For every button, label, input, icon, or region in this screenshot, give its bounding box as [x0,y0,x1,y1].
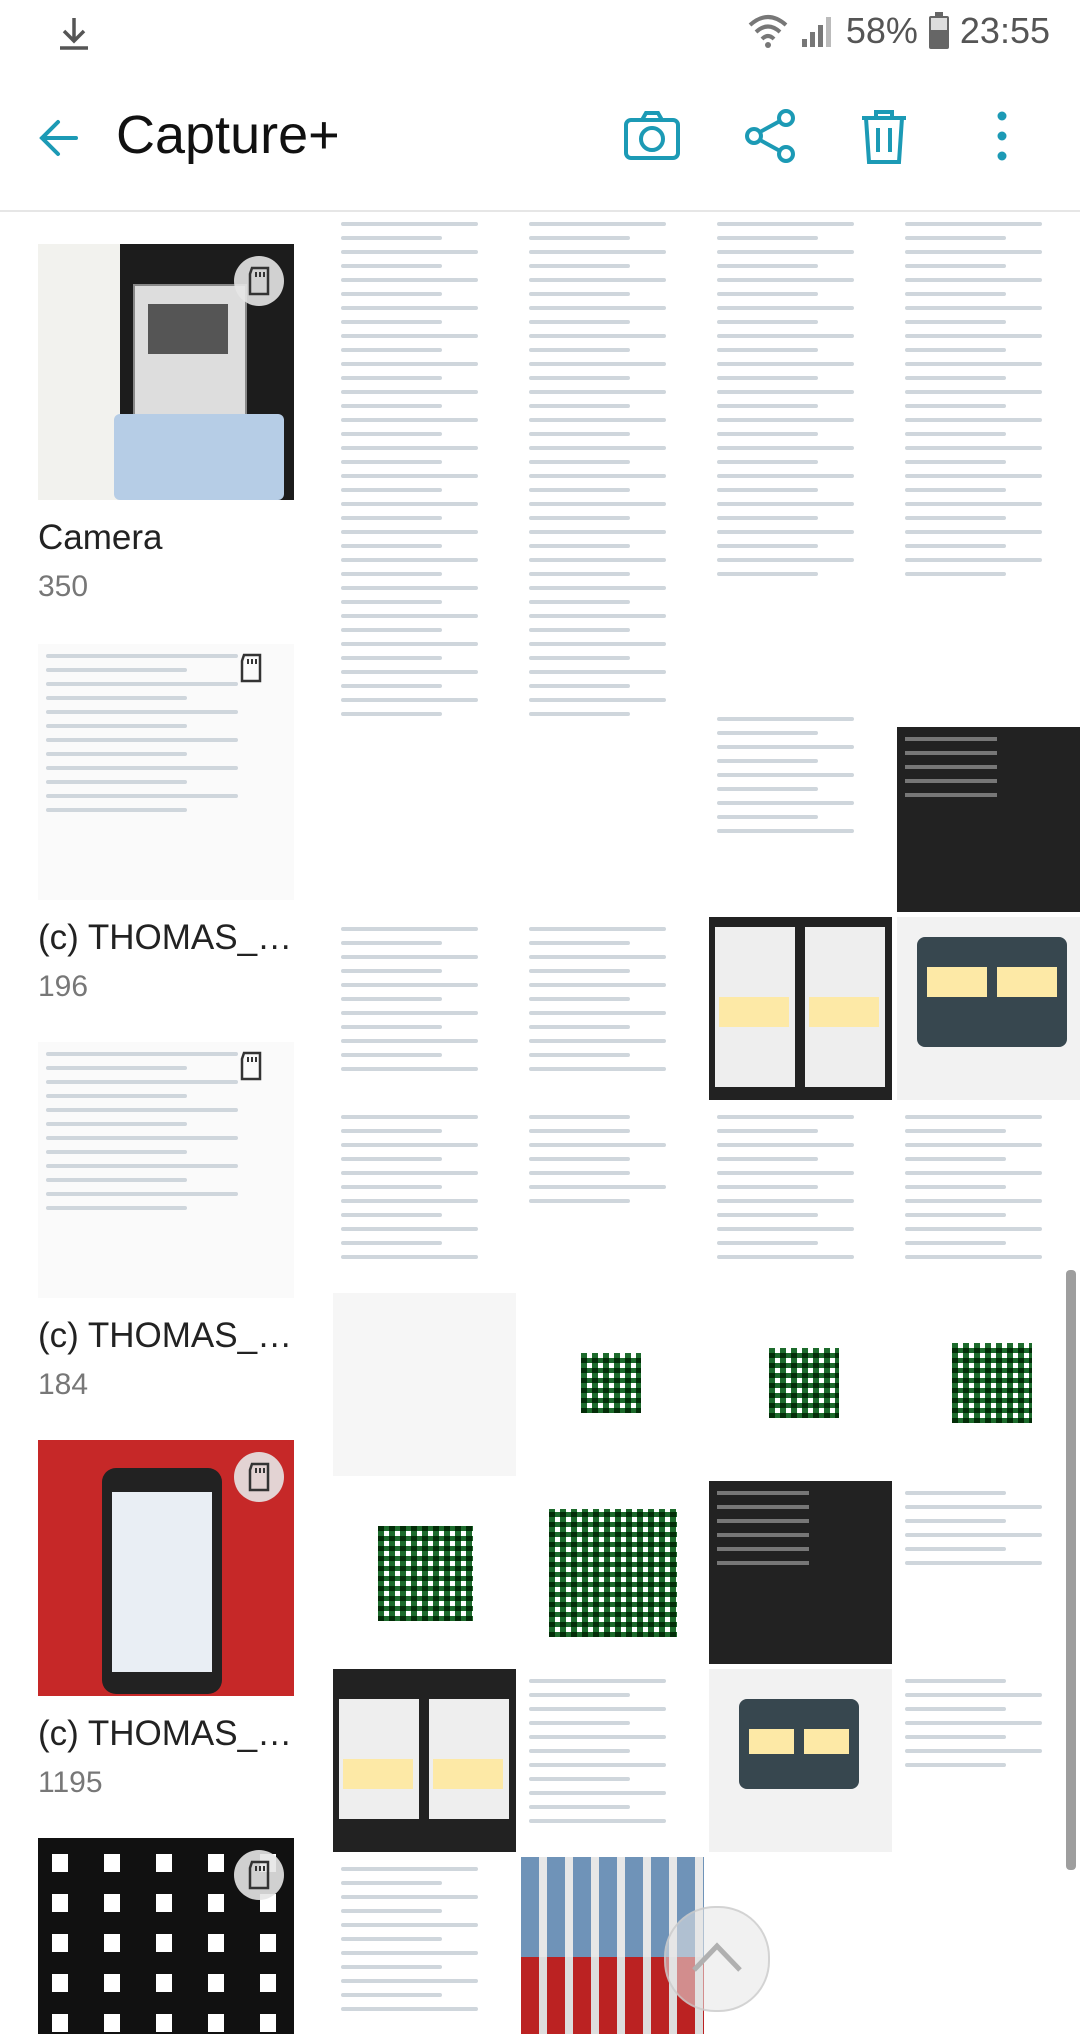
album-thomas-catalano-3[interactable]: (c) THOMAS_CATALANO 1195 [38,1440,294,1800]
photo-thumbnail[interactable] [897,1481,1080,1664]
photo-thumbnail[interactable] [897,212,1080,722]
photo-thumbnail[interactable] [333,917,516,1100]
album-camera[interactable]: Camera 350 [38,244,294,604]
photo-thumbnail[interactable] [897,1105,1080,1288]
camera-icon[interactable] [620,104,684,168]
qr-code [581,1353,641,1413]
album-count: 184 [38,1368,89,1401]
app-bar-divider [0,210,1080,212]
photo-thumbnail[interactable] [709,1481,892,1664]
photo-thumbnail[interactable] [333,1857,516,2034]
photo-thumbnail[interactable] [333,212,516,912]
qr-code [952,1343,1032,1423]
download-icon [60,18,88,50]
album-name: Camera [38,518,163,557]
photo-thumbnail[interactable] [897,1669,1080,1852]
sd-card-icon [234,1452,284,1502]
photo-thumbnail[interactable] [521,1105,704,1288]
album-thumbnail [38,1440,294,1696]
delete-icon[interactable] [852,104,916,168]
photo-thumbnail[interactable] [521,212,704,912]
photo-thumbnail[interactable] [709,212,892,702]
photo-thumbnail[interactable] [897,917,1080,1100]
battery-percent: 58% [845,10,918,51]
scroll-to-top-button[interactable] [664,1906,770,2012]
album-name: (c) THOMAS_CATALANO [38,1714,294,1753]
more-icon[interactable] [970,104,1034,168]
qr-code [378,1526,473,1621]
album-name: (c) THOMAS_CATALANO [38,1316,294,1355]
album-list: Camera 350 (c) THOMAS_CATALANO 196 (c) T… [0,212,333,2034]
album-thomas-catalano-2[interactable]: (c) THOMAS_CATALANO 184 [38,1042,294,1402]
photo-thumbnail[interactable] [709,1293,892,1476]
photo-thumbnail[interactable] [709,917,892,1100]
app-bar: Capture+ [0,64,1080,212]
photo-grid [333,212,1080,2034]
album-thomas-catalano-1[interactable]: (c) THOMAS_CATALANO 196 [38,644,294,1004]
scrollbar[interactable] [1066,1270,1076,1870]
page-title: Capture+ [116,105,340,165]
photo-thumbnail[interactable] [333,1481,516,1664]
sd-card-icon [234,1850,284,1900]
qr-code [769,1348,839,1418]
photo-thumbnail[interactable] [521,917,704,1100]
sd-card-icon [226,653,276,683]
photo-thumbnail[interactable] [333,1293,516,1476]
photo-thumbnail[interactable] [709,707,892,912]
album-thumbnail [38,1042,294,1298]
album-name: (c) THOMAS_CATALANO [38,918,294,957]
album-partial[interactable] [38,1838,294,2034]
photo-thumbnail[interactable] [897,727,1080,912]
photo-thumbnail[interactable] [897,1293,1080,1476]
share-icon[interactable] [738,104,802,168]
album-thumbnail [38,1838,294,2034]
album-thumbnail [38,244,294,500]
back-arrow-icon[interactable] [32,110,88,166]
status-bar: 58% 23:55 [0,0,1080,64]
sd-card-icon [234,256,284,306]
photo-thumbnail[interactable] [521,1293,704,1476]
wifi-icon [748,15,788,48]
album-count: 350 [38,570,89,603]
photo-thumbnail[interactable] [709,1669,892,1852]
photo-thumbnail[interactable] [521,1481,704,1664]
album-thumbnail [38,644,294,900]
photo-thumbnail[interactable] [521,1669,704,1852]
photo-thumbnail[interactable] [333,1105,516,1288]
battery-icon [928,12,949,49]
signal-icon [801,17,831,47]
chevron-up-icon [692,1942,742,1972]
sd-card-icon [226,1051,276,1081]
photo-thumbnail[interactable] [709,1105,892,1288]
qr-code [549,1509,677,1637]
album-count: 196 [38,970,89,1003]
album-count: 1195 [38,1766,103,1799]
photo-thumbnail[interactable] [333,1669,516,1852]
clock: 23:55 [959,10,1050,51]
